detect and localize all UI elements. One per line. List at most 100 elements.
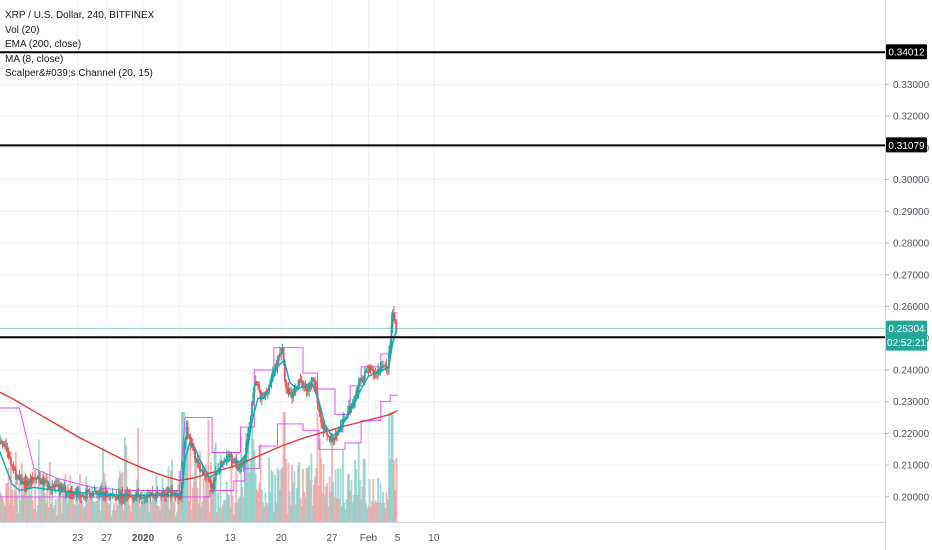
volume-bar bbox=[293, 471, 296, 522]
candle-body bbox=[242, 463, 245, 466]
candle-body bbox=[155, 491, 158, 496]
volume-bar bbox=[166, 489, 169, 522]
volume-bar bbox=[40, 486, 43, 522]
volume-bar bbox=[74, 505, 77, 522]
candle-body bbox=[71, 491, 74, 496]
volume-bar bbox=[90, 493, 92, 522]
candle-body bbox=[96, 491, 98, 493]
volume-bar bbox=[153, 497, 155, 522]
candle-body bbox=[190, 443, 193, 445]
candle-body bbox=[163, 493, 166, 495]
candle-body bbox=[169, 491, 172, 498]
price-tick-label: 0.26000 bbox=[893, 302, 930, 313]
candle-body bbox=[384, 364, 387, 366]
candle-body bbox=[211, 483, 213, 488]
volume-bar bbox=[60, 513, 63, 522]
legend-scalpers-channel[interactable]: Scalper&#039;s Channel (20, 15) bbox=[5, 68, 153, 79]
candle-body bbox=[300, 380, 303, 382]
volume-bar bbox=[165, 499, 167, 522]
volume-bar bbox=[83, 506, 86, 522]
volume-bar bbox=[226, 494, 229, 522]
candle-body bbox=[277, 355, 280, 362]
volume-bar bbox=[111, 510, 114, 522]
volume-bar bbox=[302, 469, 304, 522]
volume-bar bbox=[292, 482, 295, 522]
volume-bar bbox=[113, 503, 115, 522]
candle-body bbox=[304, 385, 307, 388]
candle-body bbox=[320, 416, 323, 423]
level-tag-label: 0.31079 bbox=[888, 141, 925, 152]
volume-bar bbox=[271, 472, 274, 522]
candle-body bbox=[79, 492, 81, 497]
volume-bar bbox=[269, 492, 272, 522]
candle-body bbox=[91, 492, 94, 497]
volume-bar bbox=[28, 486, 31, 522]
volume-bar bbox=[142, 499, 144, 522]
volume-bar bbox=[285, 458, 287, 522]
time-tick-label: 20 bbox=[276, 533, 288, 544]
volume-bar bbox=[391, 412, 394, 522]
volume-bar bbox=[149, 496, 152, 522]
candle-body bbox=[240, 462, 243, 466]
candle-body bbox=[19, 478, 22, 481]
volume-bar bbox=[25, 476, 28, 522]
volume-bar bbox=[27, 496, 29, 522]
volume-bar bbox=[360, 499, 363, 522]
volume-bar bbox=[297, 465, 300, 522]
candle-body bbox=[115, 496, 118, 499]
candle-body bbox=[343, 418, 346, 420]
volume-bar bbox=[311, 505, 314, 522]
candle-body bbox=[10, 457, 12, 465]
legend-ma[interactable]: MA (8, close) bbox=[5, 53, 64, 65]
candle-body bbox=[252, 393, 255, 403]
volume-bar bbox=[11, 489, 14, 522]
volume-bar bbox=[303, 491, 306, 522]
volume-bar bbox=[340, 506, 343, 522]
candle-body bbox=[243, 458, 246, 464]
volume-bar bbox=[368, 478, 371, 522]
volume-bar bbox=[154, 496, 157, 522]
candle-body bbox=[87, 490, 90, 492]
candle-body bbox=[108, 495, 111, 497]
candle-body bbox=[56, 484, 58, 486]
volume-bar bbox=[218, 507, 221, 522]
volume-bar bbox=[365, 502, 367, 522]
volume-bar bbox=[249, 460, 252, 522]
volume-bar bbox=[194, 448, 197, 522]
candle-body bbox=[270, 375, 273, 382]
candle-body bbox=[57, 484, 60, 486]
volume-bar bbox=[383, 502, 386, 522]
candle-body bbox=[352, 401, 355, 405]
candle-body bbox=[35, 478, 38, 480]
candle-body bbox=[306, 390, 309, 392]
chart-title[interactable]: XRP / U.S. Dollar, 240, BITFINEX bbox=[5, 10, 155, 21]
candle-body bbox=[354, 395, 356, 402]
volume-bar bbox=[287, 462, 290, 522]
volume-bar bbox=[62, 483, 64, 522]
volume-bar bbox=[20, 463, 23, 522]
candle-body bbox=[186, 427, 189, 435]
volume-bar bbox=[356, 495, 359, 522]
candle-body bbox=[291, 392, 293, 398]
volume-bar bbox=[13, 490, 16, 522]
candle-body bbox=[54, 484, 57, 487]
candle-body bbox=[116, 497, 119, 499]
volume-bar bbox=[93, 502, 96, 522]
volume-bar bbox=[73, 503, 75, 522]
legend-ema[interactable]: EMA (200, close) bbox=[5, 39, 82, 50]
legend-volume[interactable]: Vol (20) bbox=[5, 24, 40, 36]
candle-body bbox=[329, 437, 332, 441]
volume-bar bbox=[22, 493, 24, 522]
candle-body bbox=[75, 491, 78, 495]
candle-body bbox=[33, 478, 35, 480]
volume-bar bbox=[320, 458, 323, 522]
volume-bar bbox=[57, 498, 60, 522]
candle-body bbox=[366, 370, 369, 372]
candle-body bbox=[379, 366, 382, 370]
price-tick-label: 0.29000 bbox=[893, 207, 930, 218]
volume-bar bbox=[237, 498, 240, 522]
volume-bar bbox=[200, 507, 203, 522]
volume-bar bbox=[33, 508, 35, 522]
volume-bar bbox=[0, 493, 3, 522]
